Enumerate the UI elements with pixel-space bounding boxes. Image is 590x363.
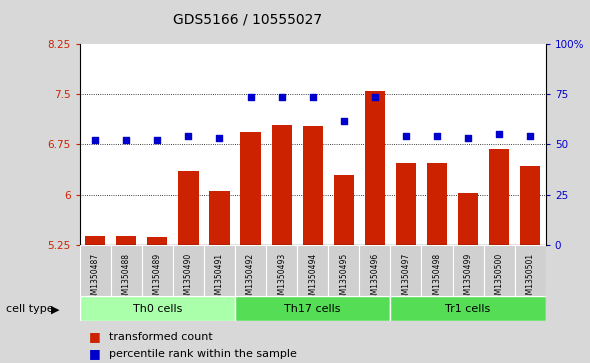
Bar	[241, 132, 261, 245]
Bar	[427, 163, 447, 245]
Bar	[80, 296, 235, 321]
Text: GSM1350498: GSM1350498	[432, 253, 441, 304]
Text: GSM1350491: GSM1350491	[215, 253, 224, 304]
Point	[494, 131, 504, 137]
Point	[401, 133, 411, 139]
Text: transformed count: transformed count	[109, 332, 213, 342]
Point	[526, 133, 535, 139]
Text: GSM1350494: GSM1350494	[308, 253, 317, 304]
Text: GSM1350489: GSM1350489	[153, 253, 162, 304]
Bar	[484, 245, 514, 296]
Bar	[178, 171, 198, 245]
Bar	[80, 245, 111, 296]
Point	[277, 94, 286, 100]
Bar	[235, 245, 266, 296]
Text: GSM1350490: GSM1350490	[184, 253, 193, 304]
Bar	[520, 166, 540, 245]
Text: percentile rank within the sample: percentile rank within the sample	[109, 349, 297, 359]
Bar	[391, 296, 546, 321]
Text: GSM1350499: GSM1350499	[464, 253, 473, 304]
Bar	[204, 245, 235, 296]
Point	[308, 94, 317, 100]
Point	[463, 135, 473, 141]
Bar	[421, 245, 453, 296]
Text: GSM1350487: GSM1350487	[91, 253, 100, 304]
Bar	[365, 90, 385, 245]
Point	[370, 94, 379, 100]
Bar	[235, 296, 391, 321]
Point	[90, 137, 100, 143]
Bar	[303, 126, 323, 245]
Text: GSM1350496: GSM1350496	[371, 253, 379, 304]
Point	[183, 132, 193, 138]
Text: Tr1 cells: Tr1 cells	[445, 303, 491, 314]
Bar	[453, 245, 484, 296]
Text: GSM1350488: GSM1350488	[122, 253, 131, 303]
Text: Th17 cells: Th17 cells	[284, 303, 341, 314]
Text: GSM1350497: GSM1350497	[401, 253, 411, 304]
Text: GSM1350493: GSM1350493	[277, 253, 286, 304]
Bar	[328, 245, 359, 296]
Bar	[85, 236, 105, 245]
Text: ■: ■	[88, 347, 100, 360]
Text: GSM1350495: GSM1350495	[339, 253, 348, 304]
Bar	[209, 191, 230, 245]
Bar	[359, 245, 391, 296]
Bar	[116, 236, 136, 245]
Text: cell type: cell type	[6, 304, 54, 314]
Point	[432, 133, 442, 139]
Bar	[173, 245, 204, 296]
Text: ■: ■	[88, 330, 100, 343]
Bar	[458, 193, 478, 245]
Point	[246, 94, 255, 100]
Point	[339, 118, 349, 124]
Bar	[514, 245, 546, 296]
Bar	[297, 245, 328, 296]
Bar	[396, 163, 416, 245]
Text: GDS5166 / 10555027: GDS5166 / 10555027	[173, 13, 322, 27]
Text: GSM1350492: GSM1350492	[246, 253, 255, 304]
Bar	[271, 126, 291, 245]
Bar	[391, 245, 421, 296]
Bar	[111, 245, 142, 296]
Bar	[266, 245, 297, 296]
Bar	[142, 245, 173, 296]
Point	[153, 137, 162, 143]
Bar	[148, 237, 168, 245]
Text: GSM1350500: GSM1350500	[494, 253, 504, 304]
Text: ▶: ▶	[51, 304, 59, 314]
Bar	[489, 149, 509, 245]
Point	[215, 135, 224, 140]
Point	[122, 137, 131, 143]
Bar	[334, 175, 354, 245]
Text: GSM1350501: GSM1350501	[526, 253, 535, 304]
Text: Th0 cells: Th0 cells	[133, 303, 182, 314]
